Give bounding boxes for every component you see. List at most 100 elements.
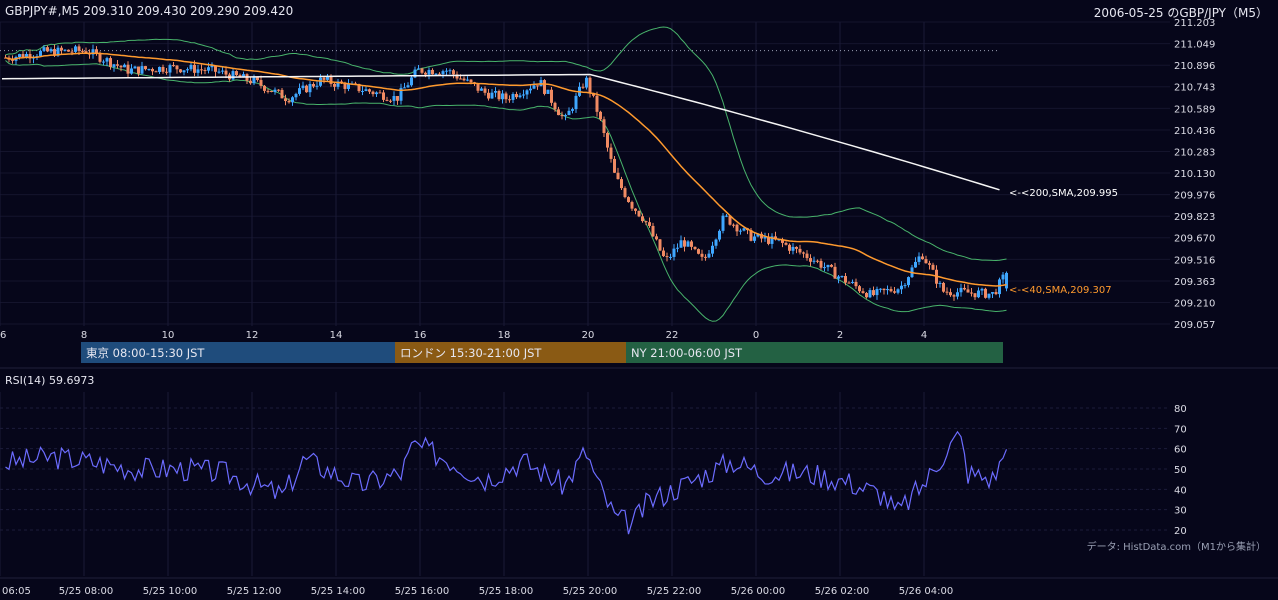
price-tick-label: 211.203	[1174, 18, 1215, 29]
time-tick-label: 5/25 22:00	[647, 586, 701, 597]
candle-body	[431, 69, 434, 75]
candle-body	[942, 282, 945, 292]
candle-body	[60, 47, 63, 51]
candle-body	[343, 83, 347, 89]
candle-body	[462, 78, 466, 81]
rsi-axis: 80 70 60 50 40 30 20	[1174, 404, 1187, 537]
candle-body	[994, 292, 998, 295]
candle-body	[385, 99, 389, 101]
candle-body	[914, 261, 917, 268]
candle-body	[970, 292, 973, 294]
candle-body	[501, 93, 504, 100]
candle-body	[616, 172, 620, 180]
candle-body	[406, 85, 410, 88]
candle-body	[865, 293, 868, 298]
candle-body	[417, 68, 420, 70]
hour-tick-label: 18	[498, 330, 511, 341]
candle-body	[658, 239, 662, 251]
candle-body	[186, 69, 189, 71]
candle-body	[809, 258, 812, 262]
candle-body	[256, 77, 259, 81]
candle-body	[221, 70, 224, 72]
candle-body	[200, 69, 203, 71]
candle-body	[116, 64, 119, 66]
candle-body	[263, 85, 266, 91]
candle-body	[333, 83, 336, 87]
candle-body	[277, 89, 280, 91]
time-tick-label: 5/25 08:00	[59, 586, 113, 597]
candle-body	[522, 94, 525, 96]
candle-body	[469, 79, 473, 83]
candle-body	[28, 53, 32, 59]
candle-body	[924, 259, 928, 264]
candle-body	[987, 293, 991, 298]
candle-body	[896, 289, 900, 293]
candle-body	[728, 215, 732, 225]
candle-body	[336, 81, 340, 87]
sma200-line	[1, 73, 1000, 191]
time-axis: 06:05 5/25 08:00 5/25 10:00 5/25 12:00 5/25 …	[2, 586, 953, 597]
candle-body	[231, 71, 235, 80]
candle-body	[676, 247, 679, 249]
hour-tick-label: 14	[330, 330, 343, 341]
bollinger-lower	[5, 60, 1007, 322]
candle-body	[508, 99, 511, 101]
candle-body	[763, 236, 767, 239]
candle-body	[273, 89, 277, 92]
candle-body	[39, 50, 42, 57]
candle-body	[623, 188, 627, 198]
chart-header-right: 2006-05-25 のGBP/JPY（M5）	[1094, 6, 1268, 20]
candle-body	[165, 71, 168, 73]
candle-body	[203, 69, 207, 71]
rsi-line-group	[5, 430, 1008, 535]
rsi-tick-label: 20	[1174, 526, 1187, 537]
candle-body	[567, 110, 571, 116]
candle-body	[560, 115, 564, 117]
candle-body	[571, 109, 574, 111]
candle-body	[126, 64, 130, 74]
candle-body	[67, 49, 70, 52]
candle-body	[235, 71, 238, 76]
candle-body	[802, 252, 805, 254]
candle-body	[434, 73, 438, 75]
hour-axis: 6 8 10 12 14 16 18 20 22 0 2 4	[0, 330, 927, 341]
rsi-tick-label: 30	[1174, 506, 1187, 517]
hour-tick-label: 10	[162, 330, 175, 341]
candle-body	[308, 84, 312, 93]
candlesticks	[4, 44, 1008, 301]
candle-body	[672, 248, 676, 257]
candle-body	[791, 246, 795, 251]
candle-body	[490, 92, 494, 99]
time-tick-label: 5/25 12:00	[227, 586, 281, 597]
candle-body	[396, 96, 399, 101]
candle-body	[133, 66, 137, 69]
candle-body	[700, 253, 704, 257]
candle-body	[599, 111, 602, 120]
candle-body	[410, 77, 413, 86]
candle-body	[147, 68, 151, 70]
candle-body	[298, 88, 301, 94]
candle-body	[315, 85, 319, 87]
candle-body	[378, 92, 382, 94]
time-tick-label: 5/25 14:00	[311, 586, 365, 597]
candle-body	[749, 230, 753, 241]
candle-body	[413, 69, 417, 78]
price-tick-label: 209.976	[1174, 191, 1215, 202]
candle-body	[714, 239, 718, 246]
candle-body	[504, 93, 508, 100]
candle-body	[823, 267, 826, 269]
candle-body	[606, 132, 609, 148]
price-tick-label: 209.057	[1174, 320, 1215, 331]
candle-body	[291, 97, 294, 103]
candle-body	[455, 74, 459, 79]
candle-body	[949, 292, 952, 296]
candle-body	[63, 49, 67, 51]
rsi-tick-label: 60	[1174, 445, 1187, 456]
candle-body	[641, 216, 644, 222]
candle-body	[448, 70, 452, 72]
candle-body	[819, 260, 823, 268]
candle-body	[525, 90, 529, 95]
candle-body	[329, 76, 333, 84]
candle-body	[102, 61, 105, 63]
candle-body	[795, 246, 798, 249]
